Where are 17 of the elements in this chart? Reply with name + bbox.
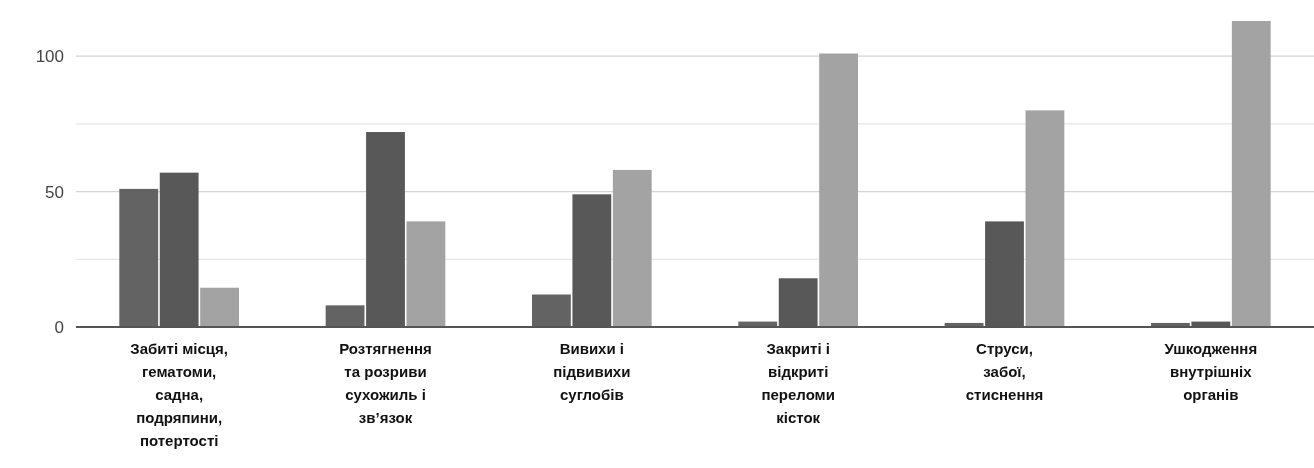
x-tick-label: Струси, забої, стиснення	[965, 340, 1044, 403]
x-tick-label: Вивихи і підвивихи суглобів	[553, 340, 631, 403]
bar	[406, 221, 446, 327]
bar	[119, 188, 159, 327]
x-tick-label: Ушкодження внутрішніх органів	[1164, 340, 1258, 403]
y-tick-label: 100	[35, 47, 64, 67]
bar	[819, 53, 858, 327]
x-tick-label: Закриті і відкриті переломи кісток	[761, 340, 835, 426]
bar	[1231, 21, 1271, 327]
y-tick-label: 0	[54, 317, 64, 337]
bar	[200, 287, 239, 327]
bar	[1025, 110, 1065, 327]
x-tick-label: Забиті місця, гематоми, садна, подряпини, потертості	[130, 340, 228, 449]
x-tick-label: Розтягнення та розриви сухожиль і зв’язок	[339, 340, 432, 426]
bar	[612, 169, 652, 327]
y-tick-label: 50	[45, 182, 64, 202]
bar	[325, 305, 365, 327]
